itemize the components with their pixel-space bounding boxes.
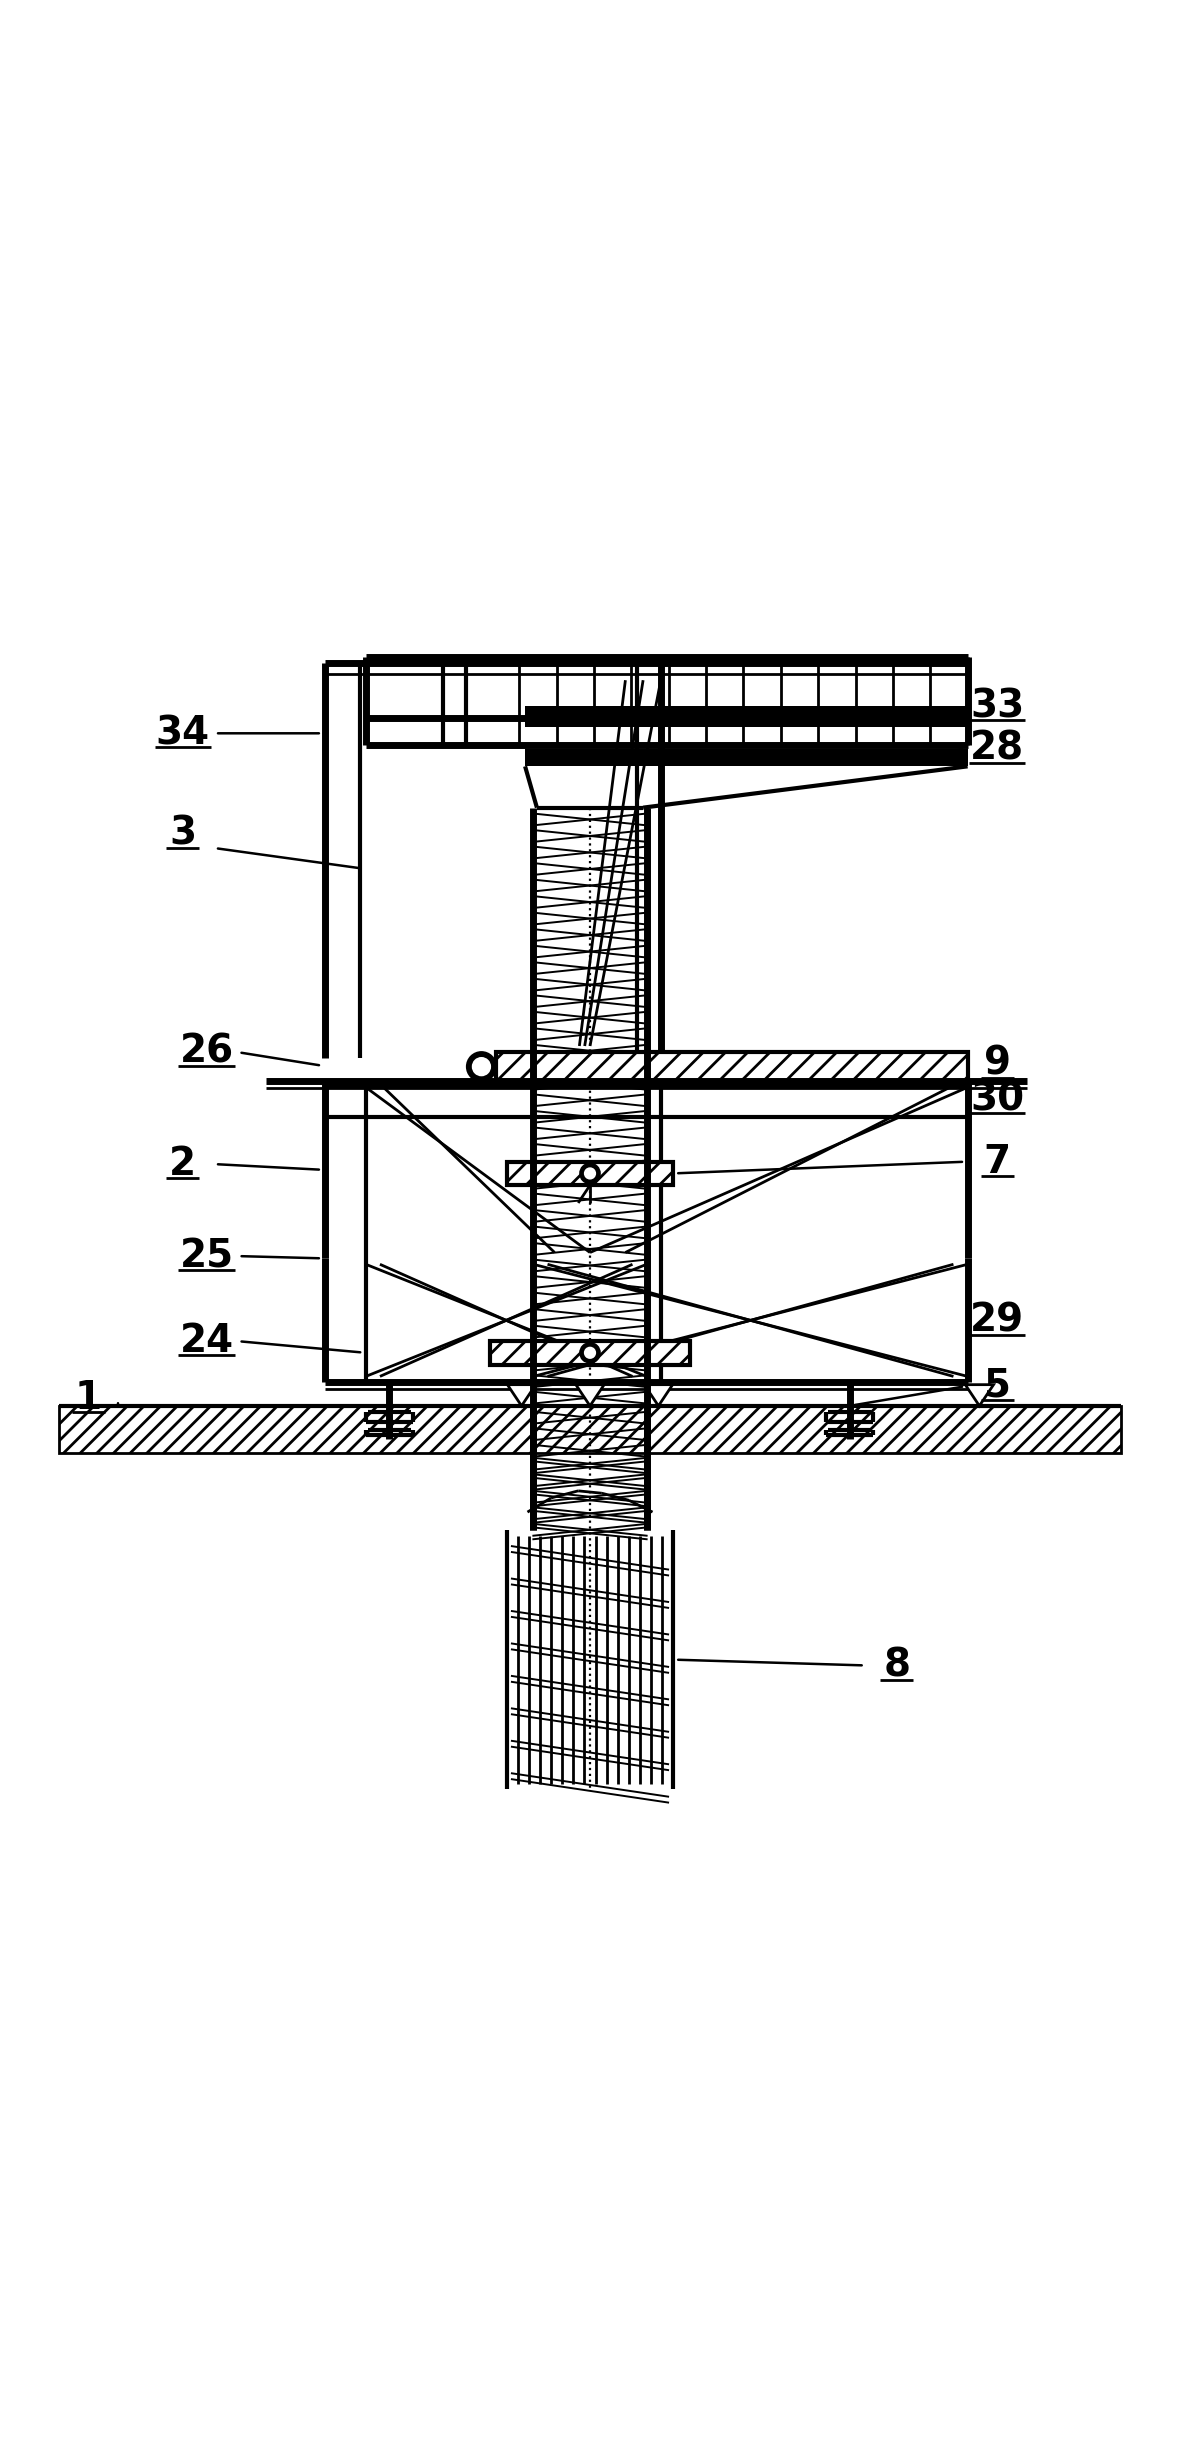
Circle shape bbox=[473, 1059, 490, 1074]
Text: 5: 5 bbox=[984, 1367, 1010, 1404]
Text: 2: 2 bbox=[170, 1145, 196, 1184]
Text: 34: 34 bbox=[156, 714, 210, 753]
Text: 33: 33 bbox=[970, 687, 1024, 724]
Bar bbox=[507, 1162, 673, 1186]
Text: 9: 9 bbox=[984, 1044, 1010, 1084]
Text: 3: 3 bbox=[170, 815, 196, 854]
Bar bbox=[525, 707, 968, 726]
Text: 26: 26 bbox=[179, 1032, 234, 1071]
Bar bbox=[496, 1052, 968, 1081]
Circle shape bbox=[585, 1169, 595, 1179]
Polygon shape bbox=[965, 1384, 994, 1406]
Text: 24: 24 bbox=[179, 1321, 234, 1360]
Text: 8: 8 bbox=[884, 1646, 910, 1685]
Polygon shape bbox=[507, 1384, 536, 1406]
Circle shape bbox=[585, 1348, 595, 1358]
Polygon shape bbox=[576, 1384, 604, 1406]
Bar bbox=[490, 1340, 690, 1365]
Circle shape bbox=[467, 1052, 496, 1081]
Text: 1: 1 bbox=[76, 1380, 101, 1416]
Text: 7: 7 bbox=[984, 1142, 1010, 1181]
Text: 28: 28 bbox=[970, 729, 1024, 768]
Text: 30: 30 bbox=[970, 1081, 1024, 1118]
Circle shape bbox=[581, 1343, 599, 1362]
Bar bbox=[525, 748, 968, 766]
Polygon shape bbox=[644, 1384, 673, 1406]
Bar bbox=[59, 1406, 1121, 1453]
Circle shape bbox=[581, 1164, 599, 1184]
Text: 25: 25 bbox=[179, 1238, 234, 1274]
Text: 29: 29 bbox=[970, 1301, 1024, 1340]
